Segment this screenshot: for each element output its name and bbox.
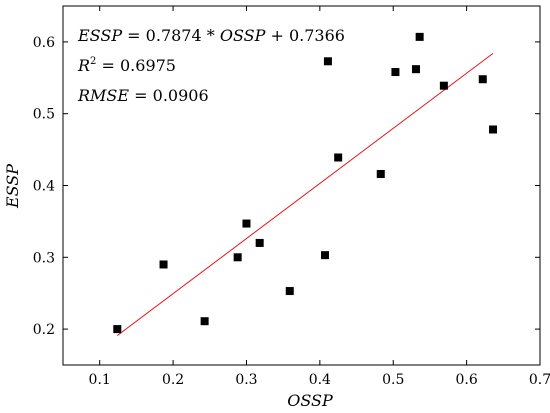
data-point (255, 238, 264, 247)
y-tick-label: 0.5 (33, 107, 55, 123)
data-points (113, 32, 498, 334)
y-tick-label: 0.3 (33, 250, 55, 266)
rmse-label: RMSE = 0.0906 (77, 86, 209, 105)
data-point (415, 32, 424, 41)
x-tick-label: 0.6 (455, 372, 477, 388)
x-tick-labels: 0.1 0.2 0.3 0.4 0.5 0.6 0.7 (89, 372, 550, 388)
x-tick-label: 0.7 (529, 372, 550, 388)
data-point (489, 125, 498, 134)
regression-equation: ESSP = 0.7874 * OSSP + 0.7366 (77, 26, 345, 45)
data-point (113, 325, 122, 334)
data-point (334, 153, 343, 162)
y-axis-title: ESSP (3, 164, 22, 209)
y-tick-label: 0.6 (33, 35, 55, 51)
data-point (200, 317, 209, 326)
x-tick-label: 0.1 (89, 372, 111, 388)
y-tick-label: 0.2 (33, 322, 55, 338)
x-tick-label: 0.3 (235, 372, 257, 388)
x-tick-label: 0.4 (309, 372, 331, 388)
x-tick-label: 0.5 (382, 372, 404, 388)
data-point (159, 260, 168, 269)
y-tick-label: 0.4 (33, 179, 55, 195)
data-point (376, 170, 385, 179)
r-squared-label: R2 = 0.6975 (77, 56, 176, 75)
regression-line (117, 52, 494, 336)
y-tick-labels: 0.2 0.3 0.4 0.5 0.6 (33, 35, 55, 338)
x-axis-title: OSSP (287, 391, 333, 410)
data-point (411, 65, 420, 74)
data-point (242, 219, 251, 228)
data-point (323, 57, 332, 66)
data-point (391, 68, 400, 77)
data-point (320, 251, 329, 260)
data-point (478, 75, 487, 84)
data-point (439, 81, 448, 90)
data-point (233, 253, 242, 262)
x-tick-label: 0.2 (162, 372, 184, 388)
data-point (285, 287, 294, 296)
axis-ticks (63, 6, 541, 365)
